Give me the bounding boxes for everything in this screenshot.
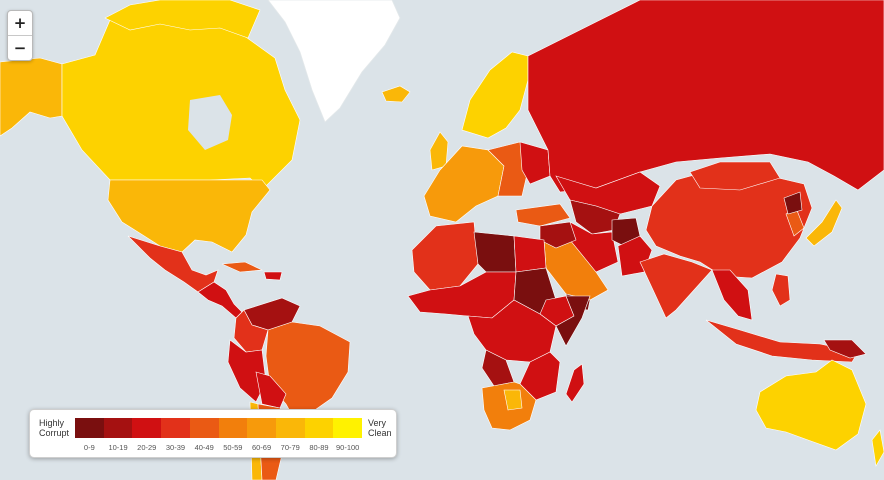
legend-tick-label: 80-89 (309, 443, 329, 452)
zoom-in-button[interactable]: + (13, 14, 27, 32)
australia[interactable] (755, 359, 867, 451)
legend-swatch-40-49 (189, 418, 219, 438)
zoom-control: + − (7, 10, 33, 61)
legend-high-label: Very Clean (368, 418, 392, 438)
turkey[interactable] (515, 203, 571, 227)
saudi-arabia[interactable] (543, 239, 609, 301)
legend-tick-label: 50-59 (223, 443, 243, 452)
legend-low-label: Highly Corrupt (39, 418, 69, 438)
legend-tick-label: 20-29 (137, 443, 157, 452)
western-europe[interactable] (423, 145, 505, 223)
papua-new-guinea[interactable] (823, 339, 867, 359)
legend-tick-labels: 0-9 10-19 20-29 30-39 40-49 50-59 60-69 70-79 80… (75, 443, 362, 452)
iceland[interactable] (381, 85, 411, 103)
legend-swatch-50-59 (218, 418, 248, 438)
philippines[interactable] (771, 273, 791, 307)
somalia[interactable] (555, 295, 591, 347)
legend-high-line1: Very (368, 418, 387, 428)
russia[interactable] (527, 0, 884, 193)
legend-swatch-70-79 (275, 418, 305, 438)
uk-ireland[interactable] (429, 131, 449, 171)
legend-low-line1: Highly (39, 418, 65, 428)
ukraine[interactable] (519, 141, 551, 185)
zoom-out-button[interactable]: − (8, 35, 32, 60)
libya[interactable] (473, 231, 517, 273)
legend-tick-label: 0-9 (83, 443, 95, 452)
legend-swatch-80-89 (304, 418, 334, 438)
legend-color-scale (75, 418, 363, 438)
alaska[interactable] (0, 57, 63, 137)
madagascar[interactable] (565, 363, 585, 403)
mexico[interactable] (127, 235, 219, 293)
arctic-islands[interactable] (104, 0, 261, 39)
legend-tick-label: 40-49 (194, 443, 214, 452)
egypt[interactable] (513, 235, 547, 273)
legend-low-line2: Corrupt (39, 428, 70, 438)
legend-tick-label: 60-69 (251, 443, 272, 452)
legend-high-line2: Clean (368, 428, 392, 438)
india[interactable] (639, 253, 713, 319)
legend-tick-label: 90-100 (336, 443, 360, 452)
colombia[interactable] (233, 309, 269, 353)
legend-swatch-20-29 (132, 418, 162, 438)
legend-swatch-60-69 (247, 418, 276, 438)
legend-swatch-90-100 (333, 418, 363, 438)
cuba[interactable] (221, 261, 264, 273)
legend-swatch-10-19 (103, 418, 133, 438)
mongolia[interactable] (689, 161, 781, 191)
legend-swatch-30-39 (161, 418, 190, 438)
legend-swatch-0-9 (75, 418, 104, 438)
hispaniola[interactable] (263, 271, 283, 281)
iraq-syria[interactable] (539, 221, 577, 249)
legend-tick-label: 10-19 (108, 443, 128, 452)
north-korea[interactable] (783, 191, 803, 215)
southeast-asia[interactable] (711, 269, 753, 321)
new-zealand[interactable] (871, 429, 884, 467)
map-legend: Highly Corrupt Very Clean 0-9 10-19 20-29 3… (29, 409, 397, 458)
usa[interactable] (107, 179, 271, 253)
greenland[interactable] (267, 0, 401, 123)
japan[interactable] (805, 199, 843, 247)
legend-tick-label: 30-39 (165, 443, 186, 452)
botswana[interactable] (503, 389, 523, 411)
bolivia[interactable] (255, 371, 287, 409)
legend-tick-label: 70-79 (280, 443, 300, 452)
north-africa[interactable] (411, 221, 479, 291)
hudson-bay (188, 95, 232, 150)
